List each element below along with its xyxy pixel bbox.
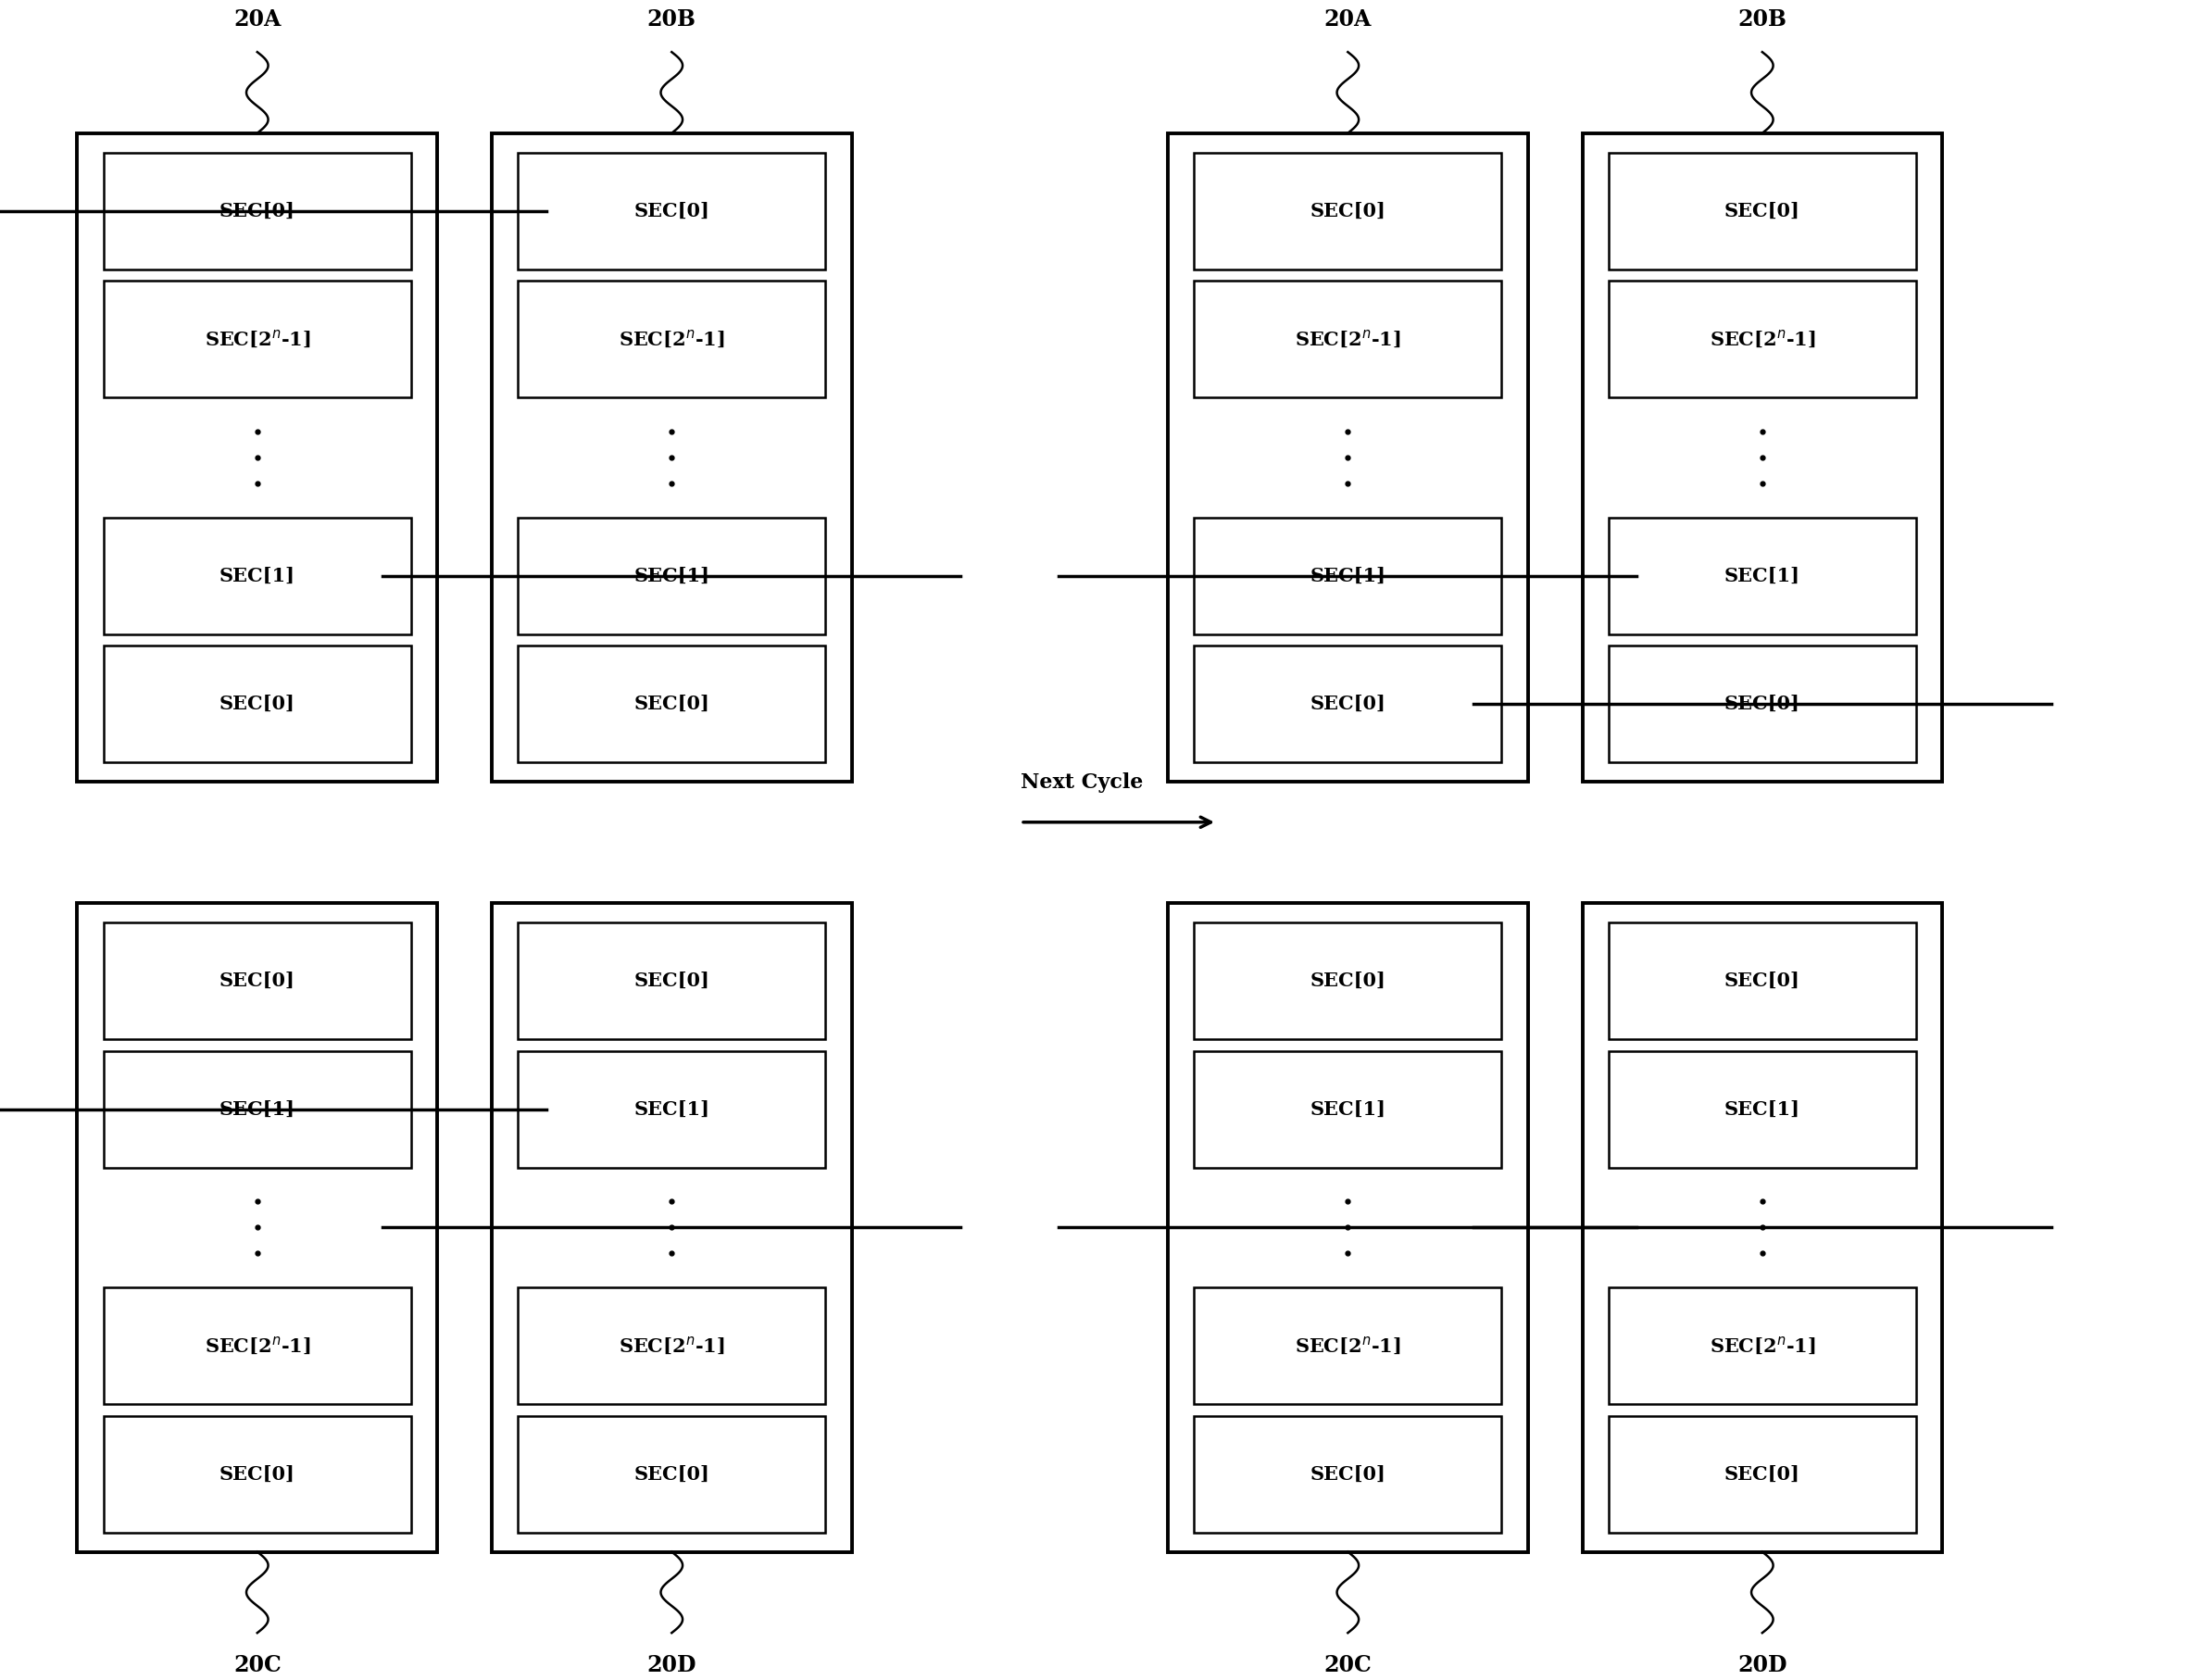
Bar [518, 1287, 825, 1404]
Text: SEC[1]: SEC[1] [634, 566, 709, 585]
Bar [1608, 1050, 1915, 1168]
Bar [1194, 281, 1501, 398]
Text: SEC[1]: SEC[1] [1310, 1100, 1387, 1119]
Bar [518, 153, 825, 269]
Bar [1608, 1416, 1915, 1532]
Bar [103, 153, 410, 269]
Bar [77, 904, 437, 1552]
Bar [518, 645, 825, 763]
Text: SEC[0]: SEC[0] [219, 971, 296, 990]
Bar [518, 1050, 825, 1168]
Bar [103, 517, 410, 633]
Bar [518, 281, 825, 398]
Text: SEC[2$^n$-1]: SEC[2$^n$-1] [1709, 1336, 1814, 1357]
Bar [1608, 517, 1915, 633]
Text: SEC[0]: SEC[0] [219, 694, 296, 712]
Bar [103, 645, 410, 763]
Bar [103, 281, 410, 398]
Bar [1582, 904, 1942, 1552]
Text: Next Cycle: Next Cycle [1020, 773, 1143, 793]
Text: SEC[0]: SEC[0] [1310, 202, 1387, 220]
Bar [1194, 645, 1501, 763]
Text: SEC[2$^n$-1]: SEC[2$^n$-1] [204, 328, 309, 349]
Text: SEC[1]: SEC[1] [1724, 1100, 1801, 1119]
Bar [103, 1050, 410, 1168]
Bar [518, 922, 825, 1040]
Text: SEC[2$^n$-1]: SEC[2$^n$-1] [619, 328, 724, 349]
Text: SEC[0]: SEC[0] [1724, 694, 1799, 712]
Bar [1608, 281, 1915, 398]
Text: SEC[0]: SEC[0] [1310, 971, 1387, 990]
Text: 20A: 20A [233, 8, 281, 30]
Text: SEC[2$^n$-1]: SEC[2$^n$-1] [1294, 1336, 1400, 1357]
Text: SEC[1]: SEC[1] [219, 1100, 296, 1119]
Text: SEC[2$^n$-1]: SEC[2$^n$-1] [1294, 328, 1400, 349]
Bar [491, 904, 851, 1552]
Text: 20A: 20A [1323, 8, 1371, 30]
Text: 20C: 20C [1323, 1655, 1371, 1677]
Text: SEC[1]: SEC[1] [219, 566, 296, 585]
Bar [518, 1416, 825, 1532]
Text: SEC[2$^n$-1]: SEC[2$^n$-1] [1709, 328, 1814, 349]
Text: SEC[0]: SEC[0] [1724, 971, 1799, 990]
Bar [1194, 153, 1501, 269]
Text: SEC[0]: SEC[0] [219, 202, 296, 220]
Text: 20D: 20D [647, 1655, 695, 1677]
Text: SEC[1]: SEC[1] [1724, 566, 1801, 585]
Text: SEC[0]: SEC[0] [634, 202, 709, 220]
Bar [1608, 153, 1915, 269]
Bar [103, 1416, 410, 1532]
Text: 20B: 20B [647, 8, 695, 30]
Text: SEC[0]: SEC[0] [1310, 1465, 1387, 1483]
Text: SEC[0]: SEC[0] [1310, 694, 1387, 712]
Bar [1167, 904, 1527, 1552]
Bar [1167, 133, 1527, 781]
Text: SEC[0]: SEC[0] [219, 1465, 296, 1483]
Bar [518, 517, 825, 633]
Text: SEC[0]: SEC[0] [1724, 202, 1799, 220]
Text: 20D: 20D [1738, 1655, 1788, 1677]
Text: SEC[0]: SEC[0] [1724, 1465, 1799, 1483]
Text: 20B: 20B [1738, 8, 1786, 30]
Bar [103, 1287, 410, 1404]
Bar [1194, 922, 1501, 1040]
Bar [491, 133, 851, 781]
Bar [77, 133, 437, 781]
Text: 20C: 20C [233, 1655, 281, 1677]
Bar [1608, 922, 1915, 1040]
Bar [1194, 1416, 1501, 1532]
Bar [1582, 133, 1942, 781]
Text: SEC[0]: SEC[0] [634, 1465, 709, 1483]
Bar [1608, 645, 1915, 763]
Text: SEC[0]: SEC[0] [634, 971, 709, 990]
Text: SEC[2$^n$-1]: SEC[2$^n$-1] [619, 1336, 724, 1357]
Bar [103, 922, 410, 1040]
Bar [1608, 1287, 1915, 1404]
Text: SEC[1]: SEC[1] [1310, 566, 1387, 585]
Text: SEC[0]: SEC[0] [634, 694, 709, 712]
Bar [1194, 1287, 1501, 1404]
Text: SEC[1]: SEC[1] [634, 1100, 709, 1119]
Text: SEC[2$^n$-1]: SEC[2$^n$-1] [204, 1336, 309, 1357]
Bar [1194, 1050, 1501, 1168]
Bar [1194, 517, 1501, 633]
